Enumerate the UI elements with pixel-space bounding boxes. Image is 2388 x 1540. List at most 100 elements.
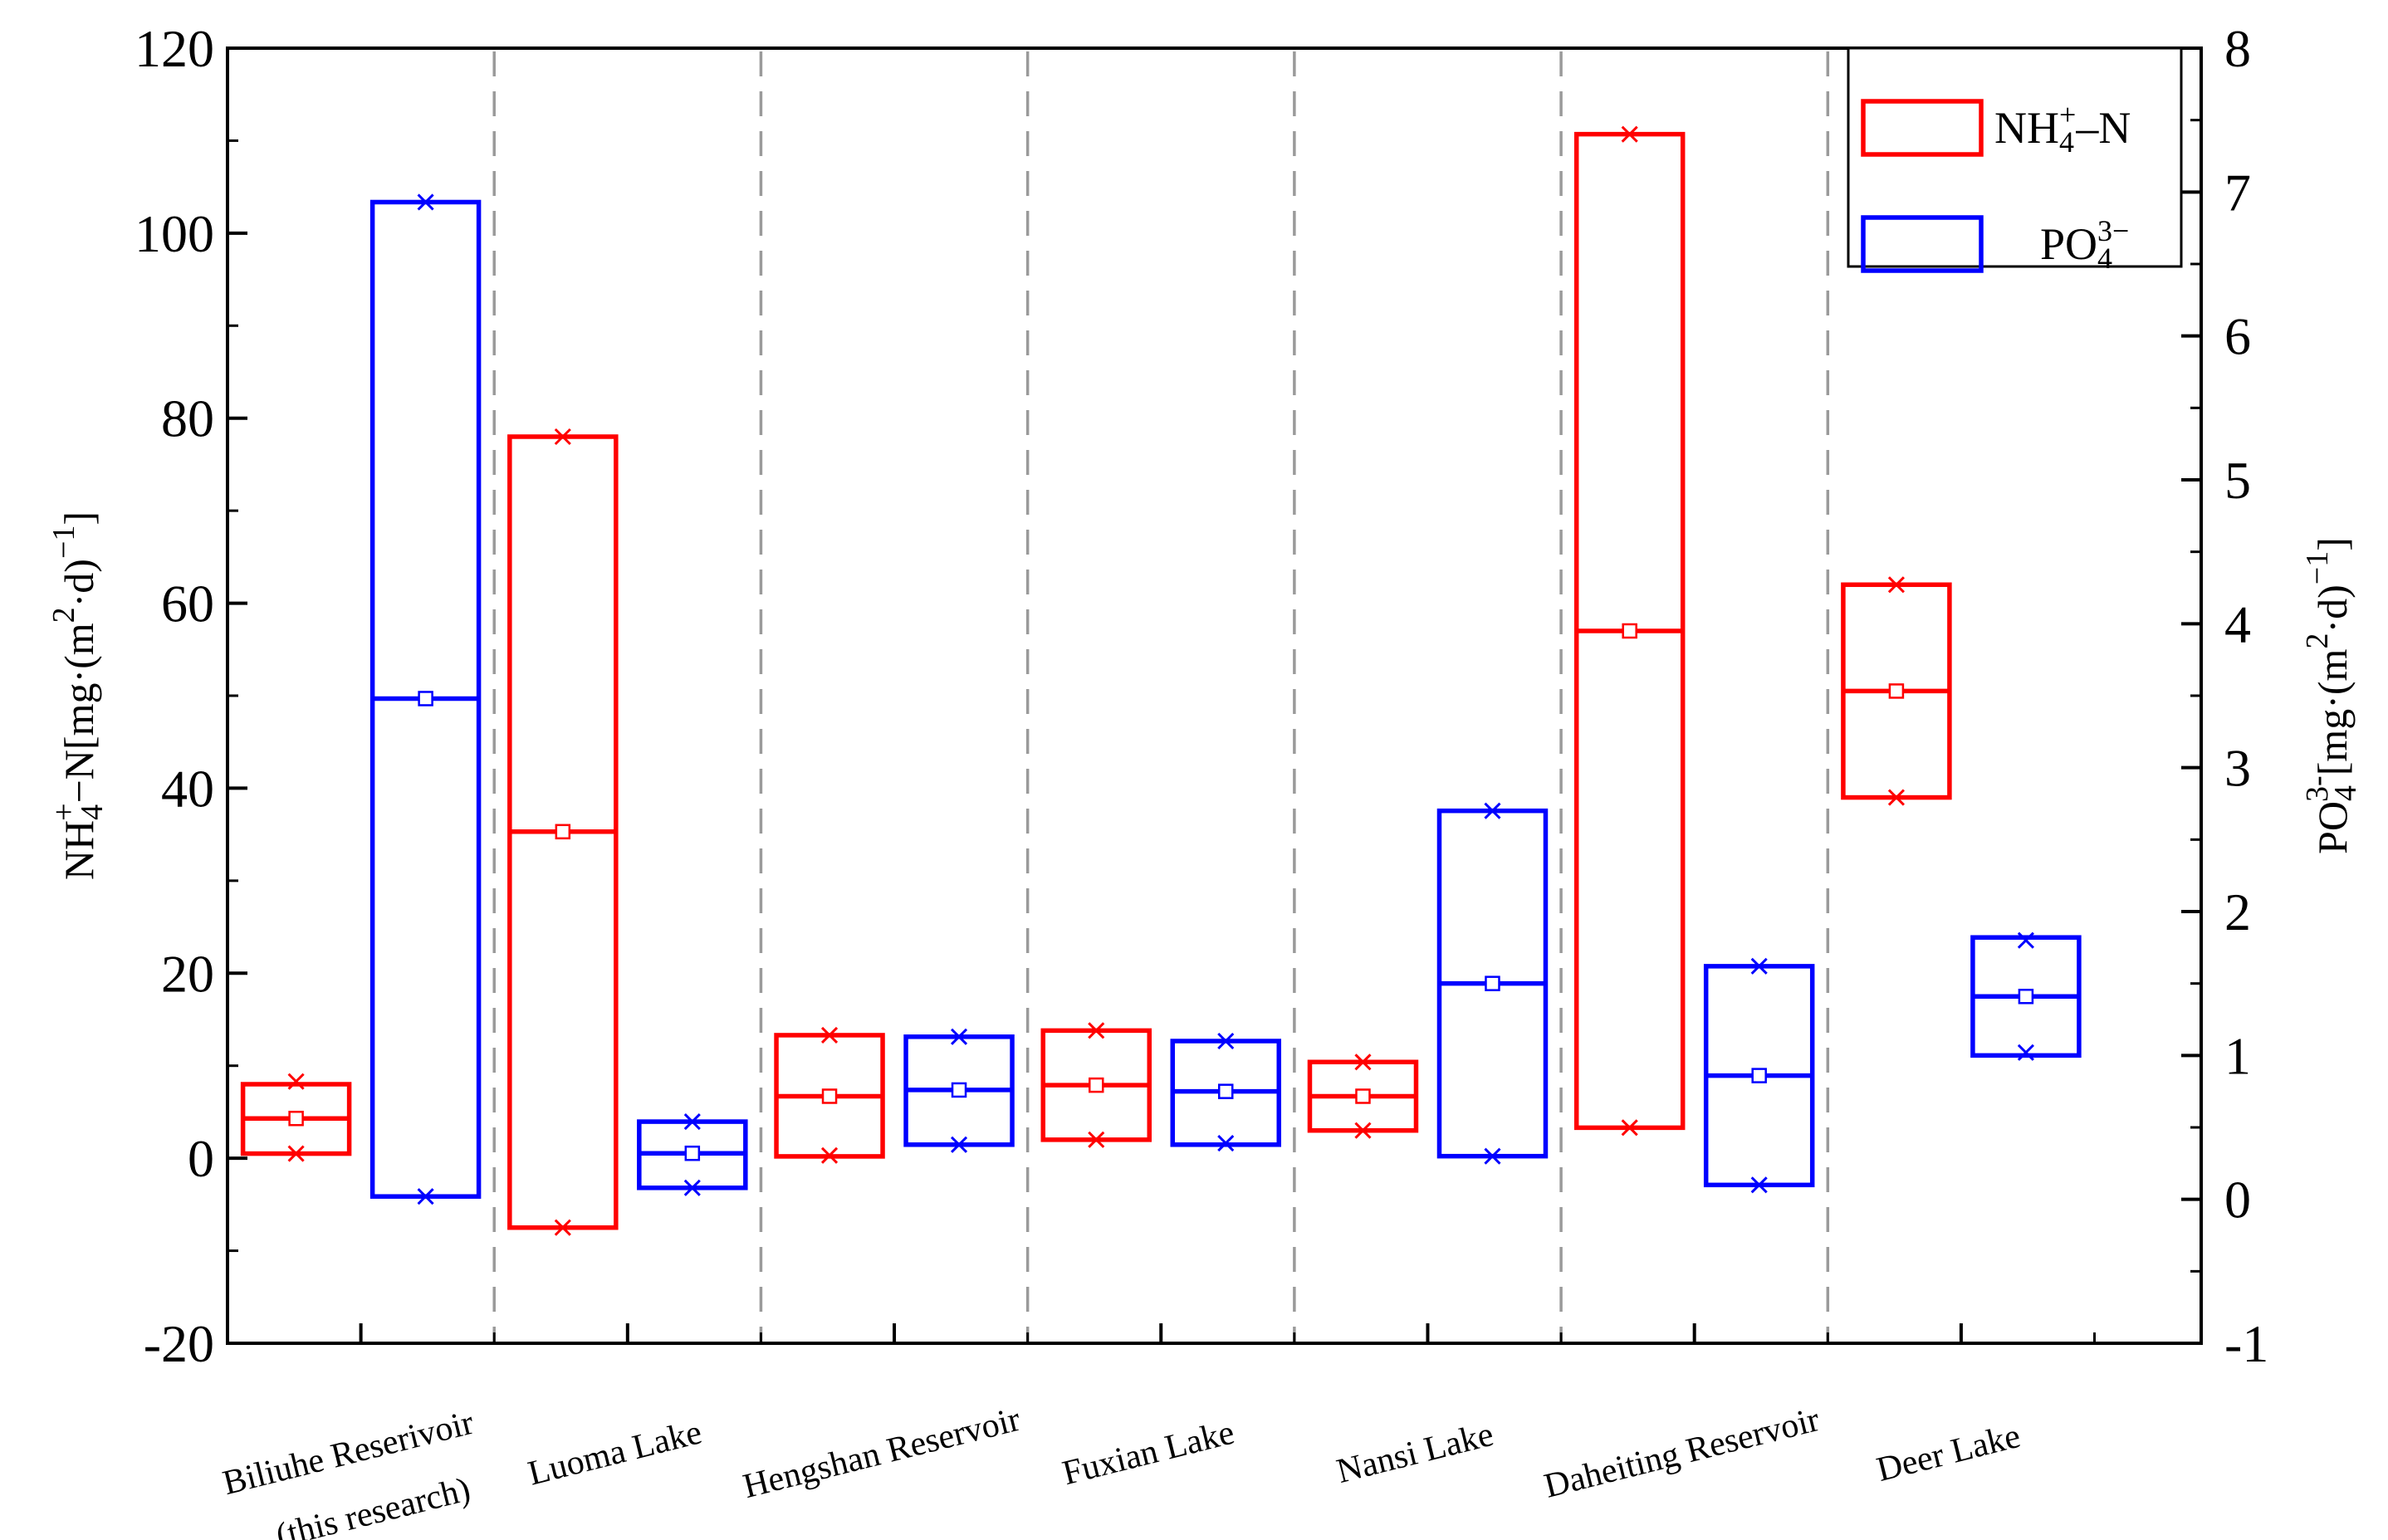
marker-stroke [287, 1145, 305, 1162]
marker-stroke [1088, 1022, 1105, 1039]
left-tick-label: 100 [135, 204, 214, 263]
right-tick-label: 4 [2224, 594, 2251, 653]
max-marker [1750, 957, 1768, 975]
min-marker [1887, 789, 1905, 806]
max-marker [820, 1026, 839, 1044]
min-marker [820, 1146, 839, 1164]
marker-stroke [1750, 957, 1768, 975]
right-tick-label: 6 [2224, 307, 2251, 366]
max-marker [1621, 125, 1638, 143]
mean-marker [951, 1082, 967, 1098]
max-marker [1217, 1032, 1235, 1050]
marker-stroke [1621, 1119, 1638, 1137]
legend-swatch [1861, 215, 1984, 273]
left-tick-label: 60 [161, 574, 214, 633]
marker-stroke [950, 1136, 968, 1153]
right-tick-label: 5 [2224, 451, 2251, 510]
left-axis-title: NH4+−N[mg·(m2·d)−1] [46, 511, 110, 880]
left-tick-label: -20 [144, 1314, 214, 1373]
marker-stroke [1354, 1054, 1372, 1071]
legend-label: NH4+–N [1994, 98, 2131, 158]
mean-marker [1218, 1083, 1234, 1099]
min-marker [1217, 1135, 1235, 1152]
min-marker [417, 1188, 434, 1205]
marker-stroke [1750, 1176, 1768, 1194]
marker-stroke [2017, 931, 2034, 949]
left-tick-label: 20 [161, 944, 214, 1003]
max-marker [1088, 1022, 1105, 1039]
marker-stroke [1484, 1147, 1501, 1165]
marker-stroke [1217, 1135, 1235, 1152]
right-tick-label: 3 [2224, 739, 2251, 798]
legend: NH4+–N PO43− [1847, 46, 2183, 275]
min-marker [1088, 1131, 1105, 1148]
legend-frame [1847, 46, 2183, 268]
mean-marker [2018, 989, 2034, 1005]
mean-marker [288, 1110, 304, 1127]
max-marker [950, 1028, 968, 1045]
mean-marker [555, 824, 571, 840]
left-tick-label: 0 [188, 1129, 214, 1188]
mean-marker [1355, 1088, 1371, 1104]
max-marker [1887, 576, 1905, 594]
right-tick-label: -1 [2224, 1314, 2268, 1373]
max-marker [554, 428, 571, 446]
right-tick-label: 2 [2224, 882, 2251, 941]
marker-stroke [950, 1028, 968, 1045]
min-marker [1354, 1122, 1372, 1139]
marker-stroke [683, 1113, 701, 1131]
right-axis-title: PO43-[mg·(m2·d)−1] [2300, 537, 2363, 854]
data-boxes [240, 125, 2082, 1236]
max-marker [417, 193, 434, 211]
right-tick-label: 0 [2224, 1171, 2251, 1230]
min-marker [1750, 1176, 1768, 1194]
marker-stroke [287, 1073, 305, 1090]
max-marker [1484, 802, 1501, 819]
marker-stroke [2017, 1044, 2034, 1061]
marker-stroke [554, 428, 571, 446]
marker-stroke [820, 1026, 839, 1044]
min-marker [554, 1219, 571, 1236]
max-marker [1354, 1054, 1372, 1071]
min-marker [287, 1145, 305, 1162]
min-marker [683, 1179, 701, 1196]
max-marker [683, 1113, 701, 1131]
right-tick-label: 7 [2224, 163, 2251, 222]
marker-stroke [554, 1219, 571, 1236]
marker-stroke [1484, 802, 1501, 819]
marker-stroke [1354, 1122, 1372, 1139]
left-tick-label: 80 [161, 389, 214, 448]
legend-swatch [1861, 99, 1984, 157]
legend-label: PO43− [2040, 214, 2129, 274]
max-marker [287, 1073, 305, 1090]
left-tick-label: 40 [161, 759, 214, 818]
marker-stroke [1217, 1032, 1235, 1050]
mean-marker [821, 1088, 838, 1104]
right-tick-label: 1 [2224, 1026, 2251, 1085]
category-separators [492, 51, 1830, 1343]
min-marker [2017, 1044, 2034, 1061]
mean-marker [1751, 1068, 1767, 1083]
marker-stroke [417, 193, 434, 211]
marker-stroke [683, 1179, 701, 1196]
left-axis: -20 0 20 40 60 80 100 120 [135, 19, 247, 1373]
marker-stroke [1088, 1131, 1105, 1148]
mean-marker [1622, 623, 1637, 639]
marker-stroke [1887, 576, 1905, 594]
min-marker [1621, 1119, 1638, 1137]
min-marker [950, 1136, 968, 1153]
mean-marker [1485, 975, 1500, 991]
max-marker [2017, 931, 2034, 949]
mean-marker [1089, 1077, 1104, 1093]
mean-marker [418, 691, 433, 706]
marker-stroke [820, 1146, 839, 1164]
marker-stroke [1621, 125, 1638, 143]
mean-marker [684, 1145, 701, 1161]
right-tick-label: 8 [2224, 19, 2251, 78]
right-axis: -1 0 1 2 3 4 5 6 7 8 [2181, 19, 2268, 1373]
marker-stroke [1887, 789, 1905, 806]
mean-marker [1888, 683, 1905, 699]
left-tick-label: 120 [135, 19, 214, 78]
min-marker [1484, 1147, 1501, 1165]
